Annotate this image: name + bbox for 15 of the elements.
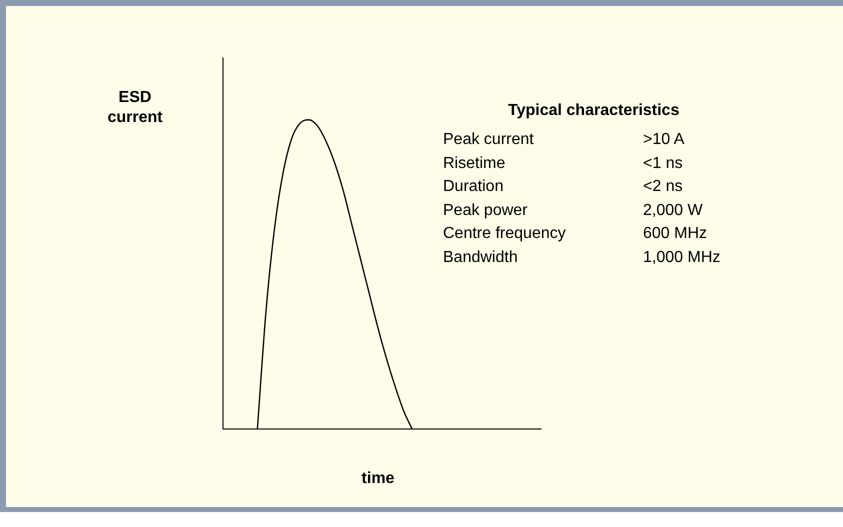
annotation: Risetime [443,154,506,174]
text: >10 A [643,130,684,150]
y-axis-title: ESD current [106,88,164,128]
annotation: Centre frequency [443,224,567,244]
text: Typical characteristics [508,102,680,120]
text: <1 ns [643,154,683,174]
text: 1,000 MHz [643,248,720,268]
annotation: Duration [443,177,504,197]
x-axis-title: time [360,470,396,488]
text: 600 MHz [643,224,708,244]
annotation: Peak current [443,130,535,150]
annotation: Peak power [443,200,528,220]
text: <2 ns [643,177,683,197]
text: 2,000 W [643,200,703,220]
annotation: Bandwidth [443,248,519,268]
